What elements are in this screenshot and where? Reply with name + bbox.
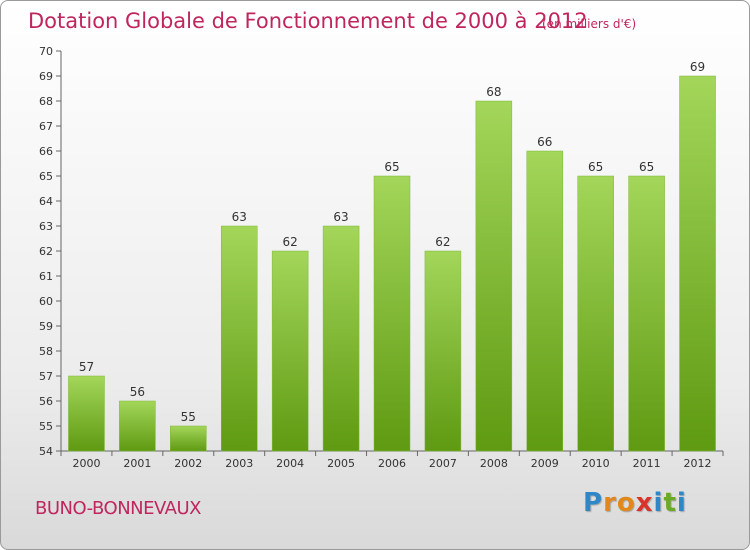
logo-letter: P bbox=[583, 488, 604, 518]
bar-value-label: 68 bbox=[486, 85, 501, 99]
y-tick-label: 69 bbox=[39, 70, 53, 83]
bar-value-label: 65 bbox=[588, 160, 603, 174]
y-tick-label: 61 bbox=[39, 270, 53, 283]
bar-value-label: 55 bbox=[181, 410, 196, 424]
x-tick-label: 2009 bbox=[531, 457, 559, 470]
bar-value-label: 57 bbox=[79, 360, 94, 374]
x-tick-label: 2004 bbox=[276, 457, 304, 470]
bar bbox=[628, 175, 665, 452]
x-tick-label: 2012 bbox=[684, 457, 712, 470]
x-tick-label: 2003 bbox=[225, 457, 253, 470]
y-axis: 54 55 56 57 58 59 60 61 62 63 64 65 66 67 68 69 70 bbox=[39, 45, 62, 458]
commune-name: BUNO-BONNEVAUX bbox=[35, 498, 202, 519]
y-tick-label: 70 bbox=[39, 45, 53, 58]
logo-letter: i bbox=[676, 488, 687, 518]
y-tick-label: 67 bbox=[39, 120, 53, 133]
x-tick-label: 2007 bbox=[429, 457, 457, 470]
chart-title: Dotation Globale de Fonctionnement de 20… bbox=[28, 9, 588, 33]
bar-value-label: 69 bbox=[690, 60, 705, 74]
x-tick-label: 2006 bbox=[378, 457, 406, 470]
bar bbox=[679, 75, 716, 452]
bar-value-label: 66 bbox=[537, 135, 552, 149]
bar bbox=[220, 225, 258, 452]
bar bbox=[119, 400, 156, 452]
y-tick-label: 65 bbox=[39, 170, 53, 183]
y-tick-label: 58 bbox=[39, 345, 53, 358]
y-tick-label: 62 bbox=[39, 245, 53, 258]
x-tick-label: 2008 bbox=[480, 457, 508, 470]
y-tick-label: 59 bbox=[39, 320, 53, 333]
x-tick-label: 2010 bbox=[582, 457, 610, 470]
logo-letter: i bbox=[653, 488, 664, 518]
y-tick-label: 63 bbox=[39, 220, 53, 233]
bar-value-label: 65 bbox=[384, 160, 399, 174]
bar-value-label: 62 bbox=[435, 235, 450, 249]
y-tick-label: 57 bbox=[39, 370, 53, 383]
logo-letter: x bbox=[635, 488, 654, 518]
bars: 57 56 55 63 62 63 65 62 68 66 65 65 69 bbox=[68, 60, 716, 452]
bar bbox=[68, 375, 105, 452]
logo-letter: r bbox=[603, 488, 617, 518]
logo-letter: o bbox=[616, 488, 636, 518]
bar-value-label: 56 bbox=[130, 385, 145, 399]
bar bbox=[170, 425, 207, 452]
proxiti-logo: Proxiti bbox=[583, 488, 687, 518]
bar bbox=[424, 250, 462, 452]
y-tick-label: 55 bbox=[39, 420, 53, 433]
bar bbox=[373, 175, 411, 452]
x-tick-label: 2002 bbox=[174, 457, 202, 470]
bar-value-label: 62 bbox=[283, 235, 298, 249]
bar-value-label: 65 bbox=[639, 160, 654, 174]
y-tick-label: 68 bbox=[39, 95, 53, 108]
y-tick-label: 60 bbox=[39, 295, 53, 308]
unit-note: (en milliers d'€) bbox=[542, 17, 637, 31]
bar bbox=[322, 225, 360, 452]
y-tick-label: 56 bbox=[39, 395, 53, 408]
x-axis: 2000 2001 2002 2003 2004 2005 2006 2007 2008 2009… bbox=[60, 450, 724, 470]
bar bbox=[271, 250, 309, 452]
logo-letter: t bbox=[663, 488, 677, 518]
bar-value-label: 63 bbox=[333, 210, 348, 224]
bar bbox=[526, 150, 564, 452]
x-tick-label: 2000 bbox=[72, 457, 100, 470]
y-tick-label: 64 bbox=[39, 195, 53, 208]
x-tick-label: 2005 bbox=[327, 457, 355, 470]
bar bbox=[475, 100, 513, 452]
y-tick-label: 54 bbox=[39, 445, 53, 458]
bar-value-label: 63 bbox=[232, 210, 247, 224]
bar bbox=[577, 175, 614, 452]
x-tick-label: 2001 bbox=[123, 457, 151, 470]
y-tick-label: 66 bbox=[39, 145, 53, 158]
x-tick-label: 2011 bbox=[633, 457, 661, 470]
